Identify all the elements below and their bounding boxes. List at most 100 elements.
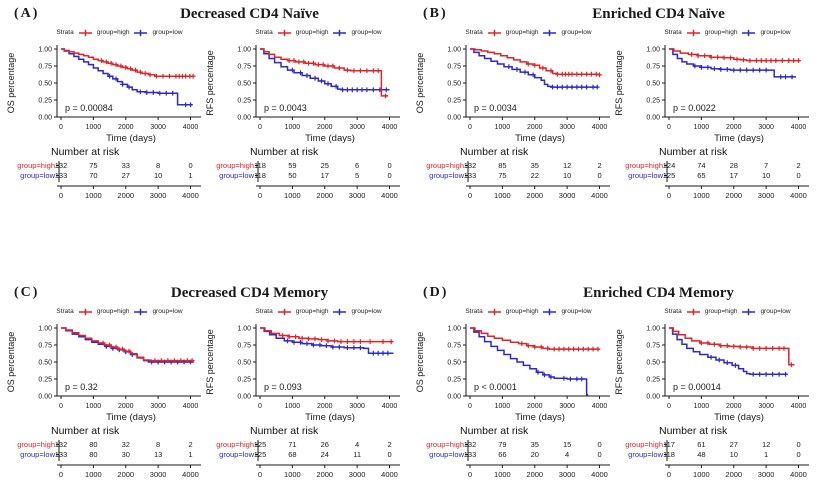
svg-text:10: 10 [730, 450, 738, 459]
panel-header: (A) Decreased CD4 Naïve [0, 6, 409, 26]
svg-text:2000: 2000 [526, 191, 543, 200]
panel: (B) Enriched CD4 Naïve Strata group=high… [409, 0, 818, 245]
svg-text:35: 35 [531, 161, 539, 170]
risk-table-title: Number at risk [51, 146, 120, 158]
svg-text:group=high: group=high [216, 161, 254, 170]
subplot-row: Strata group=high group=low 1.00 0.75 0.50… [409, 305, 818, 482]
svg-text:group=low: group=low [20, 450, 55, 459]
svg-text:80: 80 [89, 450, 97, 459]
km-subplot: Strata group=high group=low 1.00 0.75 0.50… [5, 26, 204, 203]
km-subplot: Strata group=high group=low 1.00 0.75 0.50… [5, 305, 204, 482]
svg-text:0: 0 [258, 191, 262, 200]
panel-label: (A) [14, 6, 40, 21]
svg-text:68: 68 [288, 450, 296, 459]
svg-text:71: 71 [288, 440, 296, 449]
panel-title: Enriched CD4 Memory [583, 285, 734, 301]
legend-strata-label: Strata [56, 29, 74, 36]
svg-text:3000: 3000 [559, 191, 576, 200]
svg-text:59: 59 [288, 161, 296, 170]
risk-table-title: Number at risk [460, 425, 529, 437]
svg-text:20: 20 [531, 450, 539, 459]
svg-text:12: 12 [563, 161, 571, 170]
svg-text:0: 0 [188, 161, 192, 170]
svg-text:2: 2 [796, 161, 800, 170]
svg-text:2000: 2000 [117, 470, 134, 479]
km-plot: 1.00 0.75 0.50 0.25 0.00 0 1000 2000 3000 4000 OS … [6, 324, 201, 422]
svg-text:4000: 4000 [591, 470, 608, 479]
svg-text:1000: 1000 [694, 124, 710, 131]
legend-low-label: group=low [351, 29, 382, 36]
svg-text:2000: 2000 [317, 403, 333, 410]
svg-text:3000: 3000 [758, 403, 774, 410]
km-plot: 1.00 0.75 0.50 0.25 0.00 0 1000 2000 3000 4000 OS … [415, 324, 610, 422]
legend-high-label: group=high [505, 29, 539, 36]
svg-text:61: 61 [697, 440, 705, 449]
svg-text:RFS percentage: RFS percentage [614, 329, 624, 395]
svg-text:2000: 2000 [726, 403, 742, 410]
svg-text:group=low: group=low [429, 450, 464, 459]
legend-high-label: group=high [96, 308, 130, 315]
svg-text:group=low: group=low [628, 450, 663, 459]
svg-text:RFS percentage: RFS percentage [205, 50, 215, 116]
legend-low-label: group=low [760, 29, 791, 36]
km-subplot: Strata group=high group=low 1.00 0.75 0.50… [414, 305, 613, 482]
risk-table-title: Number at risk [460, 146, 529, 158]
legend-strata-label: Strata [664, 29, 682, 36]
legend-high-label: group=high [704, 308, 738, 315]
svg-text:17: 17 [321, 171, 329, 180]
svg-text:2000: 2000 [725, 191, 742, 200]
svg-text:75: 75 [89, 161, 97, 170]
svg-text:3000: 3000 [559, 124, 575, 131]
svg-text:79: 79 [498, 440, 506, 449]
svg-text:0.25: 0.25 [237, 377, 251, 384]
svg-text:2000: 2000 [118, 403, 134, 410]
svg-text:p = 0.32: p = 0.32 [65, 382, 98, 392]
svg-text:3000: 3000 [349, 470, 366, 479]
svg-text:0.00: 0.00 [237, 394, 251, 401]
panel-header: (B) Enriched CD4 Naïve [409, 6, 818, 26]
svg-text:0.00: 0.00 [38, 394, 52, 401]
svg-text:0.75: 0.75 [646, 64, 660, 71]
svg-text:0: 0 [258, 403, 262, 410]
svg-text:4000: 4000 [790, 191, 807, 200]
svg-text:0.00: 0.00 [646, 394, 660, 401]
svg-text:group=high: group=high [426, 161, 464, 170]
subplot-row: Strata group=high group=low 1.00 0.75 0.50… [409, 26, 818, 203]
svg-text:5: 5 [355, 171, 359, 180]
svg-text:4000: 4000 [183, 403, 199, 410]
legend-high-label: group=high [96, 29, 130, 36]
svg-text:0: 0 [387, 161, 391, 170]
svg-text:133: 133 [464, 450, 477, 459]
panel-label: (D) [423, 285, 449, 300]
legend-strata-label: Strata [56, 308, 74, 315]
svg-text:0.25: 0.25 [646, 98, 660, 105]
svg-text:0: 0 [468, 470, 472, 479]
svg-text:0: 0 [468, 403, 472, 410]
svg-text:3000: 3000 [559, 403, 575, 410]
svg-text:2: 2 [597, 161, 601, 170]
svg-text:3000: 3000 [758, 470, 775, 479]
panel: (D) Enriched CD4 Memory Strata group=hig… [409, 245, 818, 491]
svg-text:2000: 2000 [117, 191, 134, 200]
panel-header: (C) Decreased CD4 Memory [0, 285, 409, 305]
panel: (C) Decreased CD4 Memory Strata group=hi… [0, 245, 409, 491]
svg-text:Time (days): Time (days) [305, 412, 355, 422]
svg-text:1: 1 [188, 450, 192, 459]
svg-text:0.00: 0.00 [237, 115, 251, 122]
svg-text:1.00: 1.00 [447, 326, 461, 333]
km-plot: 1.00 0.75 0.50 0.25 0.00 0 1000 2000 3000 4000 RFS… [205, 45, 400, 143]
svg-text:4000: 4000 [382, 124, 398, 131]
svg-text:Time (days): Time (days) [106, 133, 156, 143]
svg-text:0: 0 [258, 124, 262, 131]
svg-text:0: 0 [258, 470, 262, 479]
svg-text:Time (days): Time (days) [515, 412, 565, 422]
svg-text:1: 1 [764, 450, 768, 459]
svg-text:133: 133 [464, 171, 477, 180]
svg-text:4000: 4000 [382, 403, 398, 410]
svg-text:0.00: 0.00 [38, 115, 52, 122]
svg-text:0.25: 0.25 [237, 98, 251, 105]
km-plot: 1.00 0.75 0.50 0.25 0.00 0 1000 2000 3000 4000 RFS… [205, 324, 400, 422]
strata-legend: Strata group=high group=low [414, 26, 613, 39]
svg-text:0: 0 [667, 470, 671, 479]
